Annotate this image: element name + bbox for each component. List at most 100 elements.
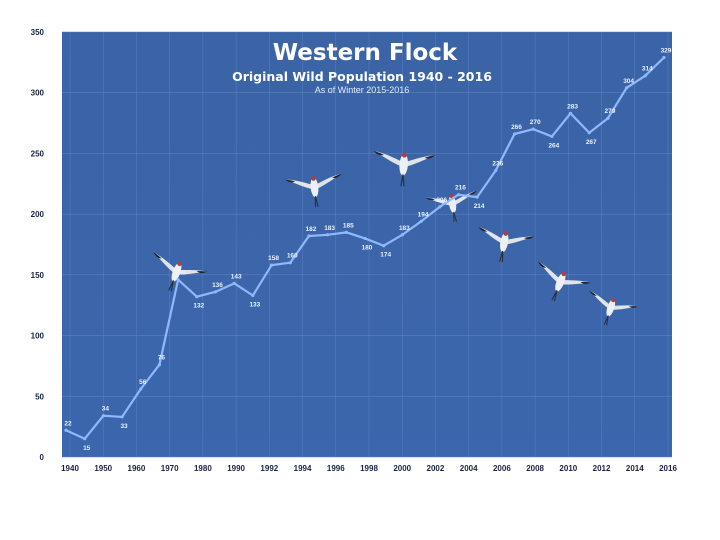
data-label: 146 [175, 270, 186, 277]
y-tick-label: 350 [31, 28, 45, 37]
chart-subtitle: Original Wild Population 1940 - 2016 [232, 69, 492, 84]
data-point [344, 230, 348, 234]
x-tick-label: 2004 [460, 464, 478, 473]
y-tick-label: 200 [31, 210, 45, 219]
data-label: 143 [231, 273, 242, 280]
x-tick-label: 2008 [526, 464, 544, 473]
data-label: 206 [436, 197, 447, 204]
x-tick-label: 2002 [427, 464, 445, 473]
plot-area [62, 32, 672, 457]
y-tick-label: 250 [31, 149, 45, 158]
data-label: 15 [83, 445, 91, 452]
x-tick-label: 1940 [61, 464, 79, 473]
data-point [176, 278, 180, 282]
data-label: 133 [249, 302, 260, 309]
data-point [400, 233, 404, 237]
data-point [568, 111, 573, 115]
y-tick-label: 0 [40, 453, 45, 462]
x-axis: 1940 1950 1960 1970 1980 1990 1992 1994 1996 1998… [61, 464, 677, 473]
y-tick-label: 150 [31, 271, 45, 280]
data-point [662, 55, 666, 60]
data-label: 136 [212, 282, 223, 289]
data-point [438, 205, 442, 209]
x-tick-label: 2014 [626, 464, 644, 473]
data-point [587, 131, 591, 135]
data-point [550, 134, 554, 139]
data-label: 267 [586, 139, 597, 146]
data-point [606, 116, 610, 120]
x-tick-label: 1994 [294, 464, 312, 473]
data-label: 304 [623, 78, 634, 85]
data-point [494, 168, 498, 173]
data-label: 270 [530, 119, 541, 126]
data-label: 174 [380, 252, 391, 259]
data-label: 158 [268, 255, 279, 262]
data-point [456, 193, 461, 197]
data-label: 329 [661, 48, 672, 55]
data-label: 183 [399, 225, 410, 232]
data-label: 264 [548, 142, 559, 149]
x-tick-label: 2000 [393, 464, 411, 473]
data-label: 266 [511, 124, 522, 131]
y-axis: 0 50 100 150 200 250 300 350 [31, 28, 45, 462]
data-label: 214 [474, 203, 485, 210]
data-label: 160 [287, 253, 298, 260]
data-label: 183 [324, 225, 335, 232]
data-label: 132 [193, 303, 204, 310]
data-point [251, 293, 255, 298]
y-tick-label: 300 [31, 89, 45, 98]
data-label: 283 [567, 103, 578, 110]
chart-note: As of Winter 2015-2016 [315, 85, 410, 95]
data-label: 236 [492, 160, 503, 167]
data-label: 182 [306, 226, 317, 233]
y-tick-label: 100 [31, 332, 45, 341]
data-point [419, 219, 423, 224]
data-point [382, 244, 386, 248]
data-point [307, 234, 311, 238]
data-label: 22 [64, 420, 72, 427]
data-labels: 22 15 34 33 56 76 146 132 136 143 133 158 160 182 183 1… [64, 48, 671, 452]
data-point [531, 127, 535, 131]
x-tick-label: 1980 [194, 464, 212, 473]
data-point [475, 195, 479, 199]
x-tick-label: 1998 [360, 464, 378, 473]
data-label: 279 [605, 108, 616, 115]
data-label: 33 [120, 423, 128, 430]
data-label: 185 [343, 222, 354, 229]
data-point [625, 86, 629, 90]
x-tick-label: 1960 [128, 464, 146, 473]
data-label: 194 [418, 211, 429, 218]
data-point [195, 295, 199, 299]
data-point [120, 415, 124, 419]
data-label: 34 [102, 406, 110, 413]
data-label: 56 [139, 379, 147, 386]
data-point [64, 428, 68, 432]
x-tick-label: 1970 [161, 464, 179, 473]
x-tick-label: 1996 [327, 464, 345, 473]
data-point [213, 290, 218, 294]
data-point [157, 363, 162, 367]
x-tick-label: 2010 [559, 464, 577, 473]
data-label: 76 [158, 355, 166, 362]
data-point [512, 132, 517, 136]
data-point [288, 261, 292, 265]
x-tick-label: 2016 [659, 464, 677, 473]
data-point [363, 236, 367, 241]
x-tick-label: 2006 [493, 464, 511, 473]
x-tick-label: 1990 [227, 464, 245, 473]
data-point [83, 437, 87, 441]
y-tick-label: 50 [35, 392, 44, 401]
data-point [326, 233, 330, 237]
data-label: 216 [455, 185, 466, 192]
data-point [643, 74, 647, 78]
data-point [101, 414, 105, 418]
x-tick-label: 1992 [260, 464, 278, 473]
data-label: 180 [362, 244, 373, 251]
data-label: 314 [642, 66, 653, 73]
data-point [232, 281, 236, 285]
data-point [139, 387, 143, 391]
chart-title: Western Flock [273, 40, 458, 66]
x-tick-label: 1950 [94, 464, 112, 473]
x-tick-label: 2012 [593, 464, 611, 473]
